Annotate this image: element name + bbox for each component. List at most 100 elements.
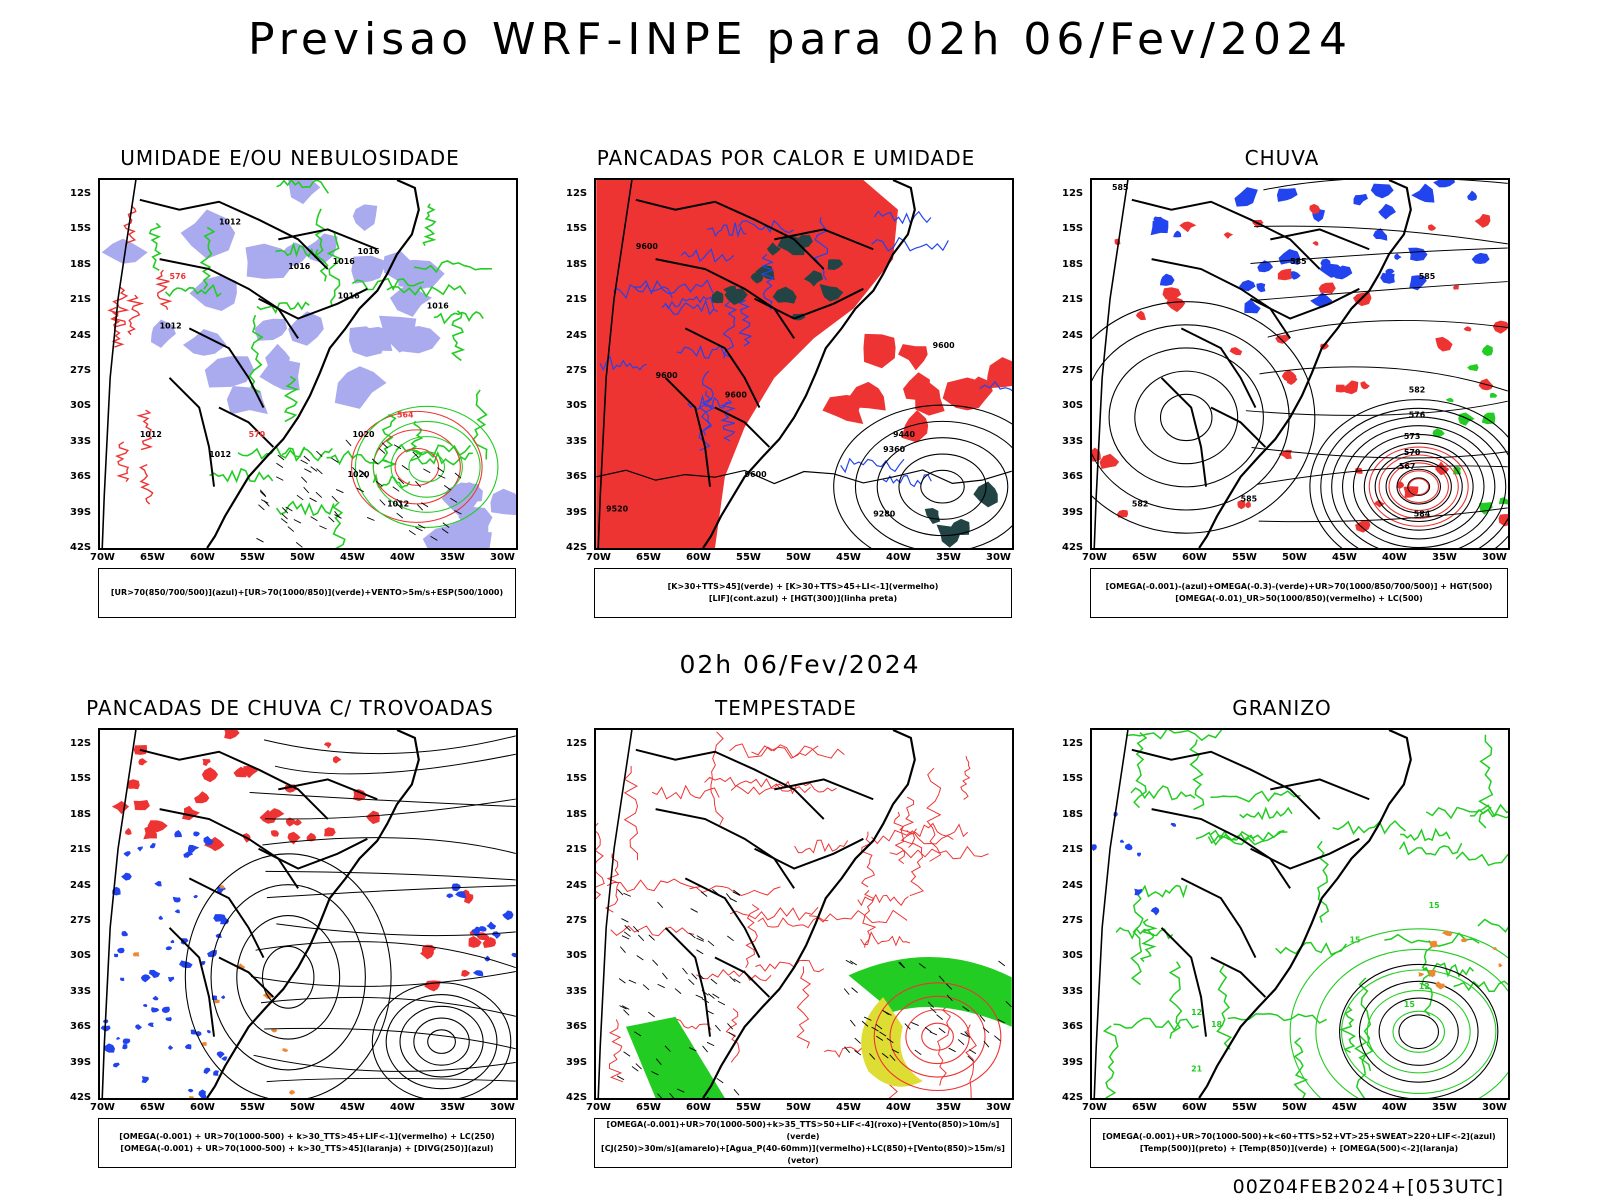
precipitable-water-red-contour — [893, 811, 906, 865]
map-field-layer — [596, 180, 1012, 548]
omega-blue-area — [1288, 271, 1301, 280]
country-border — [1210, 956, 1267, 998]
omega-blue-area — [1378, 203, 1396, 220]
omega-green-area — [1467, 364, 1479, 372]
streamline-black — [427, 1029, 456, 1054]
wind-vector — [881, 1052, 889, 1059]
temp-850-green-contour — [1354, 1035, 1368, 1098]
contour-value-label: 576 — [170, 272, 187, 281]
thunderstorm-orange-area — [288, 1089, 296, 1095]
panel-title: CHUVA — [1244, 146, 1320, 170]
wind-vector — [882, 1009, 890, 1016]
geopotential-black-contour — [1251, 447, 1508, 459]
contour-value-label: 15 — [1404, 1000, 1415, 1009]
temp-850-green-contour — [1209, 829, 1285, 842]
temp-850-green-contour — [1469, 808, 1508, 819]
divergence-blue-area — [117, 947, 125, 954]
thunderstorm-red-area — [202, 758, 211, 767]
wind-vector — [356, 487, 365, 493]
latitude-tick-label: 21S — [70, 844, 92, 856]
divergence-blue-area — [154, 880, 162, 887]
longitude-tick-label: 60W — [686, 552, 711, 563]
wind-vector — [281, 507, 289, 514]
lifted-index-blue-contour — [738, 299, 753, 347]
wind-vector — [393, 444, 402, 450]
rain-red-area — [1223, 232, 1234, 239]
longitude-tick-label: 40W — [390, 1102, 415, 1113]
omega-blue-area — [1159, 273, 1175, 286]
contour-value-label: 9600 — [656, 371, 679, 380]
country-border — [218, 406, 275, 448]
divergence-blue-area — [119, 977, 125, 982]
divergence-blue-area — [152, 995, 159, 1001]
wind-vector — [844, 1046, 851, 1053]
panel-umidade: UMIDADE E/OU NEBULOSIDADE 12S 15S 18S 21S 24S… — [60, 146, 520, 618]
latitude-tick-label: 27S — [1062, 915, 1084, 926]
humidity-green-contour — [276, 180, 330, 194]
precipitable-water-red-contour — [696, 969, 772, 982]
thunderstorm-red-area — [306, 832, 317, 842]
temp-500-black-contour — [1378, 997, 1459, 1066]
geopotential-black-contour — [1263, 180, 1508, 191]
rain-red-area — [1360, 381, 1370, 390]
precipitable-water-red-contour — [606, 878, 702, 893]
precipitable-water-red-contour — [610, 925, 695, 937]
country-border — [1151, 808, 1291, 889]
divergence-blue-area — [161, 1006, 170, 1014]
panel-granizo: GRANIZO 12S 15S 18S 21S 24S 27S 30S 33S 36S 39S 42S… — [1052, 696, 1512, 1168]
thunderstorm-orange-area — [282, 1048, 289, 1052]
thunderstorm-red-area — [138, 758, 148, 766]
country-border — [774, 778, 874, 801]
country-border — [1270, 228, 1370, 251]
precipitable-water-red-contour — [704, 776, 777, 789]
wind-vector — [621, 935, 630, 940]
longitude-tick-label: 70W — [586, 1102, 611, 1113]
contour-value-label: 1016 — [288, 262, 311, 271]
hail-blue-area — [1124, 843, 1133, 851]
geopotential-black-contour — [1331, 416, 1507, 548]
latitude-tick-label: 36S — [566, 471, 588, 483]
thunderstorm-red-area — [293, 819, 302, 826]
longitude-tick-label: 50W — [290, 1102, 315, 1113]
country-border — [139, 748, 329, 820]
precipitable-water-red-contour — [608, 1019, 624, 1083]
wind-vector — [669, 1092, 675, 1098]
humidity-green-contour — [332, 501, 346, 548]
rain-red-area — [1474, 213, 1491, 228]
latitude-tick-label: 42S — [1062, 1092, 1084, 1103]
longitude-tick-label: 65W — [140, 1102, 165, 1113]
longitude-tick-label: 50W — [786, 1102, 811, 1113]
country-border — [664, 927, 712, 1037]
humidity-green-contour — [354, 405, 499, 528]
precipitable-water-red-contour — [755, 959, 825, 973]
divergence-blue-area — [187, 1088, 194, 1093]
wind-vector — [415, 527, 423, 532]
omega-green-area — [1481, 412, 1496, 425]
omega-blue-area — [1257, 260, 1274, 273]
divergence-blue-area — [213, 1070, 219, 1076]
latitude-tick-label: 21S — [70, 294, 92, 306]
wind-vector — [979, 1014, 986, 1022]
latitude-tick-label: 24S — [1062, 329, 1084, 341]
wind-vector — [886, 1037, 894, 1044]
wind-vector — [714, 1024, 721, 1032]
streamline-black — [264, 798, 516, 820]
wind-vector — [301, 476, 308, 483]
divergence-blue-area — [491, 931, 501, 939]
humidity-green-contour — [199, 226, 216, 290]
longitude-tick-label: 55W — [1232, 552, 1257, 563]
latitude-tick-label: 21S — [566, 294, 588, 306]
country-border — [714, 406, 771, 448]
latitude-tick-label: 15S — [1062, 773, 1084, 785]
wind-vector — [845, 959, 853, 965]
latitude-tick-label: 18S — [1062, 808, 1084, 820]
wind-vector — [871, 1026, 879, 1032]
humidity-violet-area — [334, 366, 387, 409]
temp-850-green-contour — [1216, 965, 1233, 1050]
streamline-black — [249, 791, 516, 807]
geopotential-black-contour — [1385, 460, 1452, 514]
geopotential-black-contour — [898, 453, 987, 520]
divergence-blue-area — [116, 1037, 121, 1040]
divergence-blue-area — [148, 969, 161, 979]
longitude-tick-label: 65W — [1132, 552, 1157, 563]
